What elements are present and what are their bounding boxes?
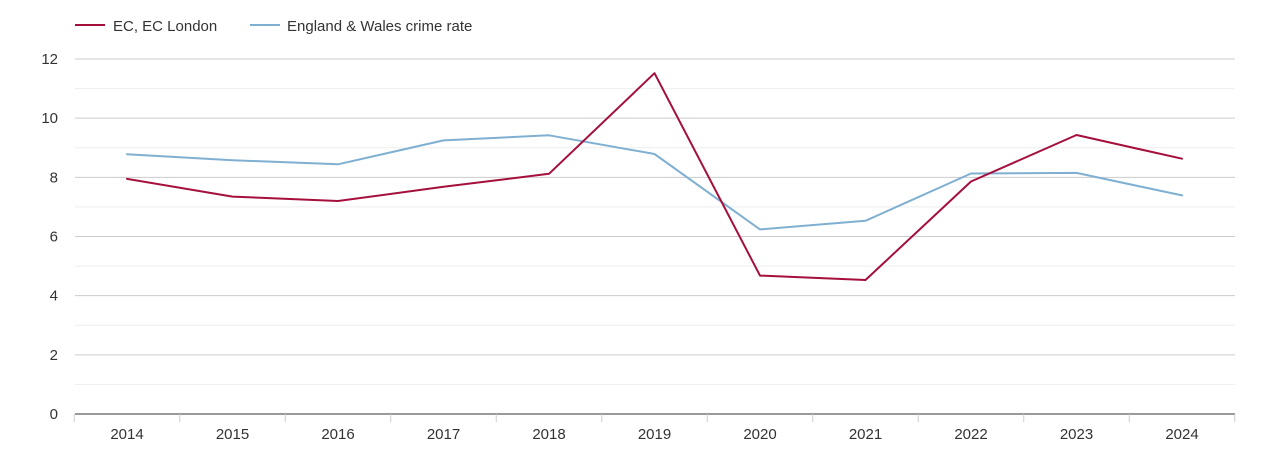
data-point-england-wales[interactable] <box>230 157 236 163</box>
x-axis: 2014 2015 2016 2017 2018 2019 2020 2021 2022 2023… <box>73 414 1236 443</box>
data-point-england-wales[interactable] <box>1074 170 1080 176</box>
legend-label-england-wales: England & Wales crime rate <box>287 18 472 35</box>
y-axis: 0 2 4 6 8 10 12 <box>41 51 58 423</box>
data-point-ec-london[interactable] <box>124 176 130 182</box>
legend-item-ec-london[interactable]: EC, EC London <box>75 18 217 35</box>
data-point-ec-london[interactable] <box>335 198 341 204</box>
legend: EC, EC London England & Wales crime rate <box>75 18 472 35</box>
data-point-england-wales[interactable] <box>441 137 447 143</box>
data-point-england-wales[interactable] <box>335 161 341 167</box>
data-point-england-wales[interactable] <box>757 226 763 232</box>
legend-label-ec-london: EC, EC London <box>113 18 217 35</box>
y-tick-label: 2 <box>50 347 58 364</box>
data-point-ec-london[interactable] <box>230 194 236 200</box>
data-point-ec-london[interactable] <box>1179 156 1185 162</box>
data-point-ec-london[interactable] <box>863 277 869 283</box>
series-line-england-wales[interactable] <box>126 134 1183 231</box>
data-point-ec-london[interactable] <box>546 171 552 177</box>
x-tick-label: 2017 <box>427 426 460 443</box>
y-tick-label: 8 <box>50 169 58 186</box>
x-tick-label: 2022 <box>954 426 987 443</box>
x-tick-label: 2019 <box>638 426 671 443</box>
data-point-ec-london[interactable] <box>968 178 974 184</box>
data-point-england-wales[interactable] <box>546 132 552 138</box>
x-tick-label: 2014 <box>110 426 143 443</box>
y-tick-label: 12 <box>41 51 58 68</box>
x-tick-label: 2016 <box>321 426 354 443</box>
y-tick-label: 4 <box>50 288 58 305</box>
plot-area <box>124 70 1185 283</box>
data-point-ec-london[interactable] <box>441 184 447 190</box>
x-tick-label: 2020 <box>743 426 776 443</box>
data-point-england-wales[interactable] <box>124 151 130 157</box>
x-tick-label: 2021 <box>849 426 882 443</box>
x-tick-label: 2024 <box>1165 426 1198 443</box>
grid-lines <box>75 58 1235 385</box>
data-point-ec-london[interactable] <box>1074 132 1080 138</box>
y-tick-label: 6 <box>50 229 58 246</box>
x-tick-label: 2018 <box>532 426 565 443</box>
legend-item-england-wales[interactable]: England & Wales crime rate <box>250 18 472 35</box>
x-tick-label: 2023 <box>1060 426 1093 443</box>
x-tick-label: 2015 <box>216 426 249 443</box>
y-tick-label: 10 <box>41 110 58 127</box>
data-point-england-wales[interactable] <box>1179 192 1185 198</box>
series-line-ec-london[interactable] <box>126 72 1183 281</box>
data-point-england-wales[interactable] <box>968 170 974 176</box>
data-point-england-wales[interactable] <box>863 218 869 224</box>
data-point-ec-london[interactable] <box>652 70 658 76</box>
data-point-england-wales[interactable] <box>652 151 658 157</box>
data-point-ec-london[interactable] <box>757 273 763 279</box>
y-tick-label: 0 <box>50 406 58 423</box>
